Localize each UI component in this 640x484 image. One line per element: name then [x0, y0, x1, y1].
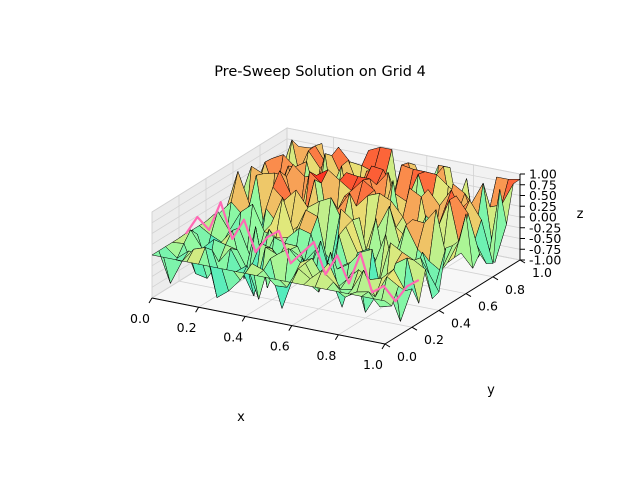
z-tick-label: 0.25 [529, 199, 557, 214]
y-tick-label: 0.0 [397, 349, 417, 364]
z-tick-label: 1.00 [529, 167, 557, 182]
surface-facet [372, 298, 393, 308]
x-tick-label: 0.6 [270, 339, 290, 354]
x-tick-mark [148, 297, 153, 304]
x-axis-line [151, 297, 386, 345]
y-tick-label: 0.8 [505, 282, 525, 297]
z-tick-label: 0.00 [529, 210, 557, 225]
chart-title: Pre-Sweep Solution on Grid 4 [214, 64, 426, 80]
x-axis-label: x [237, 410, 245, 425]
x-tick-label: 0.0 [130, 311, 150, 326]
y-tick-mark [411, 326, 418, 331]
x-tick-label: 0.4 [223, 329, 243, 344]
x-tick-label: 0.2 [177, 320, 197, 335]
overlay-line [184, 201, 420, 303]
z-tick-label: 0.50 [529, 188, 557, 203]
x-tick-mark [381, 343, 386, 350]
z-tick-label: -0.25 [529, 220, 561, 235]
y-axis-line [384, 259, 521, 345]
z-axis-label: z [577, 207, 584, 222]
x-tick-mark [334, 334, 339, 341]
x-tick-label: 0.8 [316, 348, 336, 363]
x-tick-label: 1.0 [363, 357, 383, 372]
y-tick-mark [465, 293, 472, 298]
x-tick-mark [288, 325, 293, 331]
y-tick-mark [438, 309, 445, 314]
z-tick-label: 0.75 [529, 177, 557, 192]
gridline-z [151, 127, 521, 213]
y-tick-label: 0.6 [478, 299, 498, 314]
x-tick-mark [241, 316, 246, 322]
y-tick-label: 0.2 [424, 332, 444, 347]
y-tick-label: 0.4 [451, 315, 471, 330]
y-tick-mark [384, 343, 391, 348]
z-tick-label: -1.00 [529, 253, 561, 268]
y-axis-label: y [487, 383, 495, 398]
z-tick-label: -0.75 [529, 242, 561, 257]
y-tick-label: 1.0 [532, 265, 552, 280]
x-tick-mark [195, 306, 200, 313]
z-tick-label: -0.50 [529, 231, 561, 246]
y-tick-mark [492, 276, 499, 281]
